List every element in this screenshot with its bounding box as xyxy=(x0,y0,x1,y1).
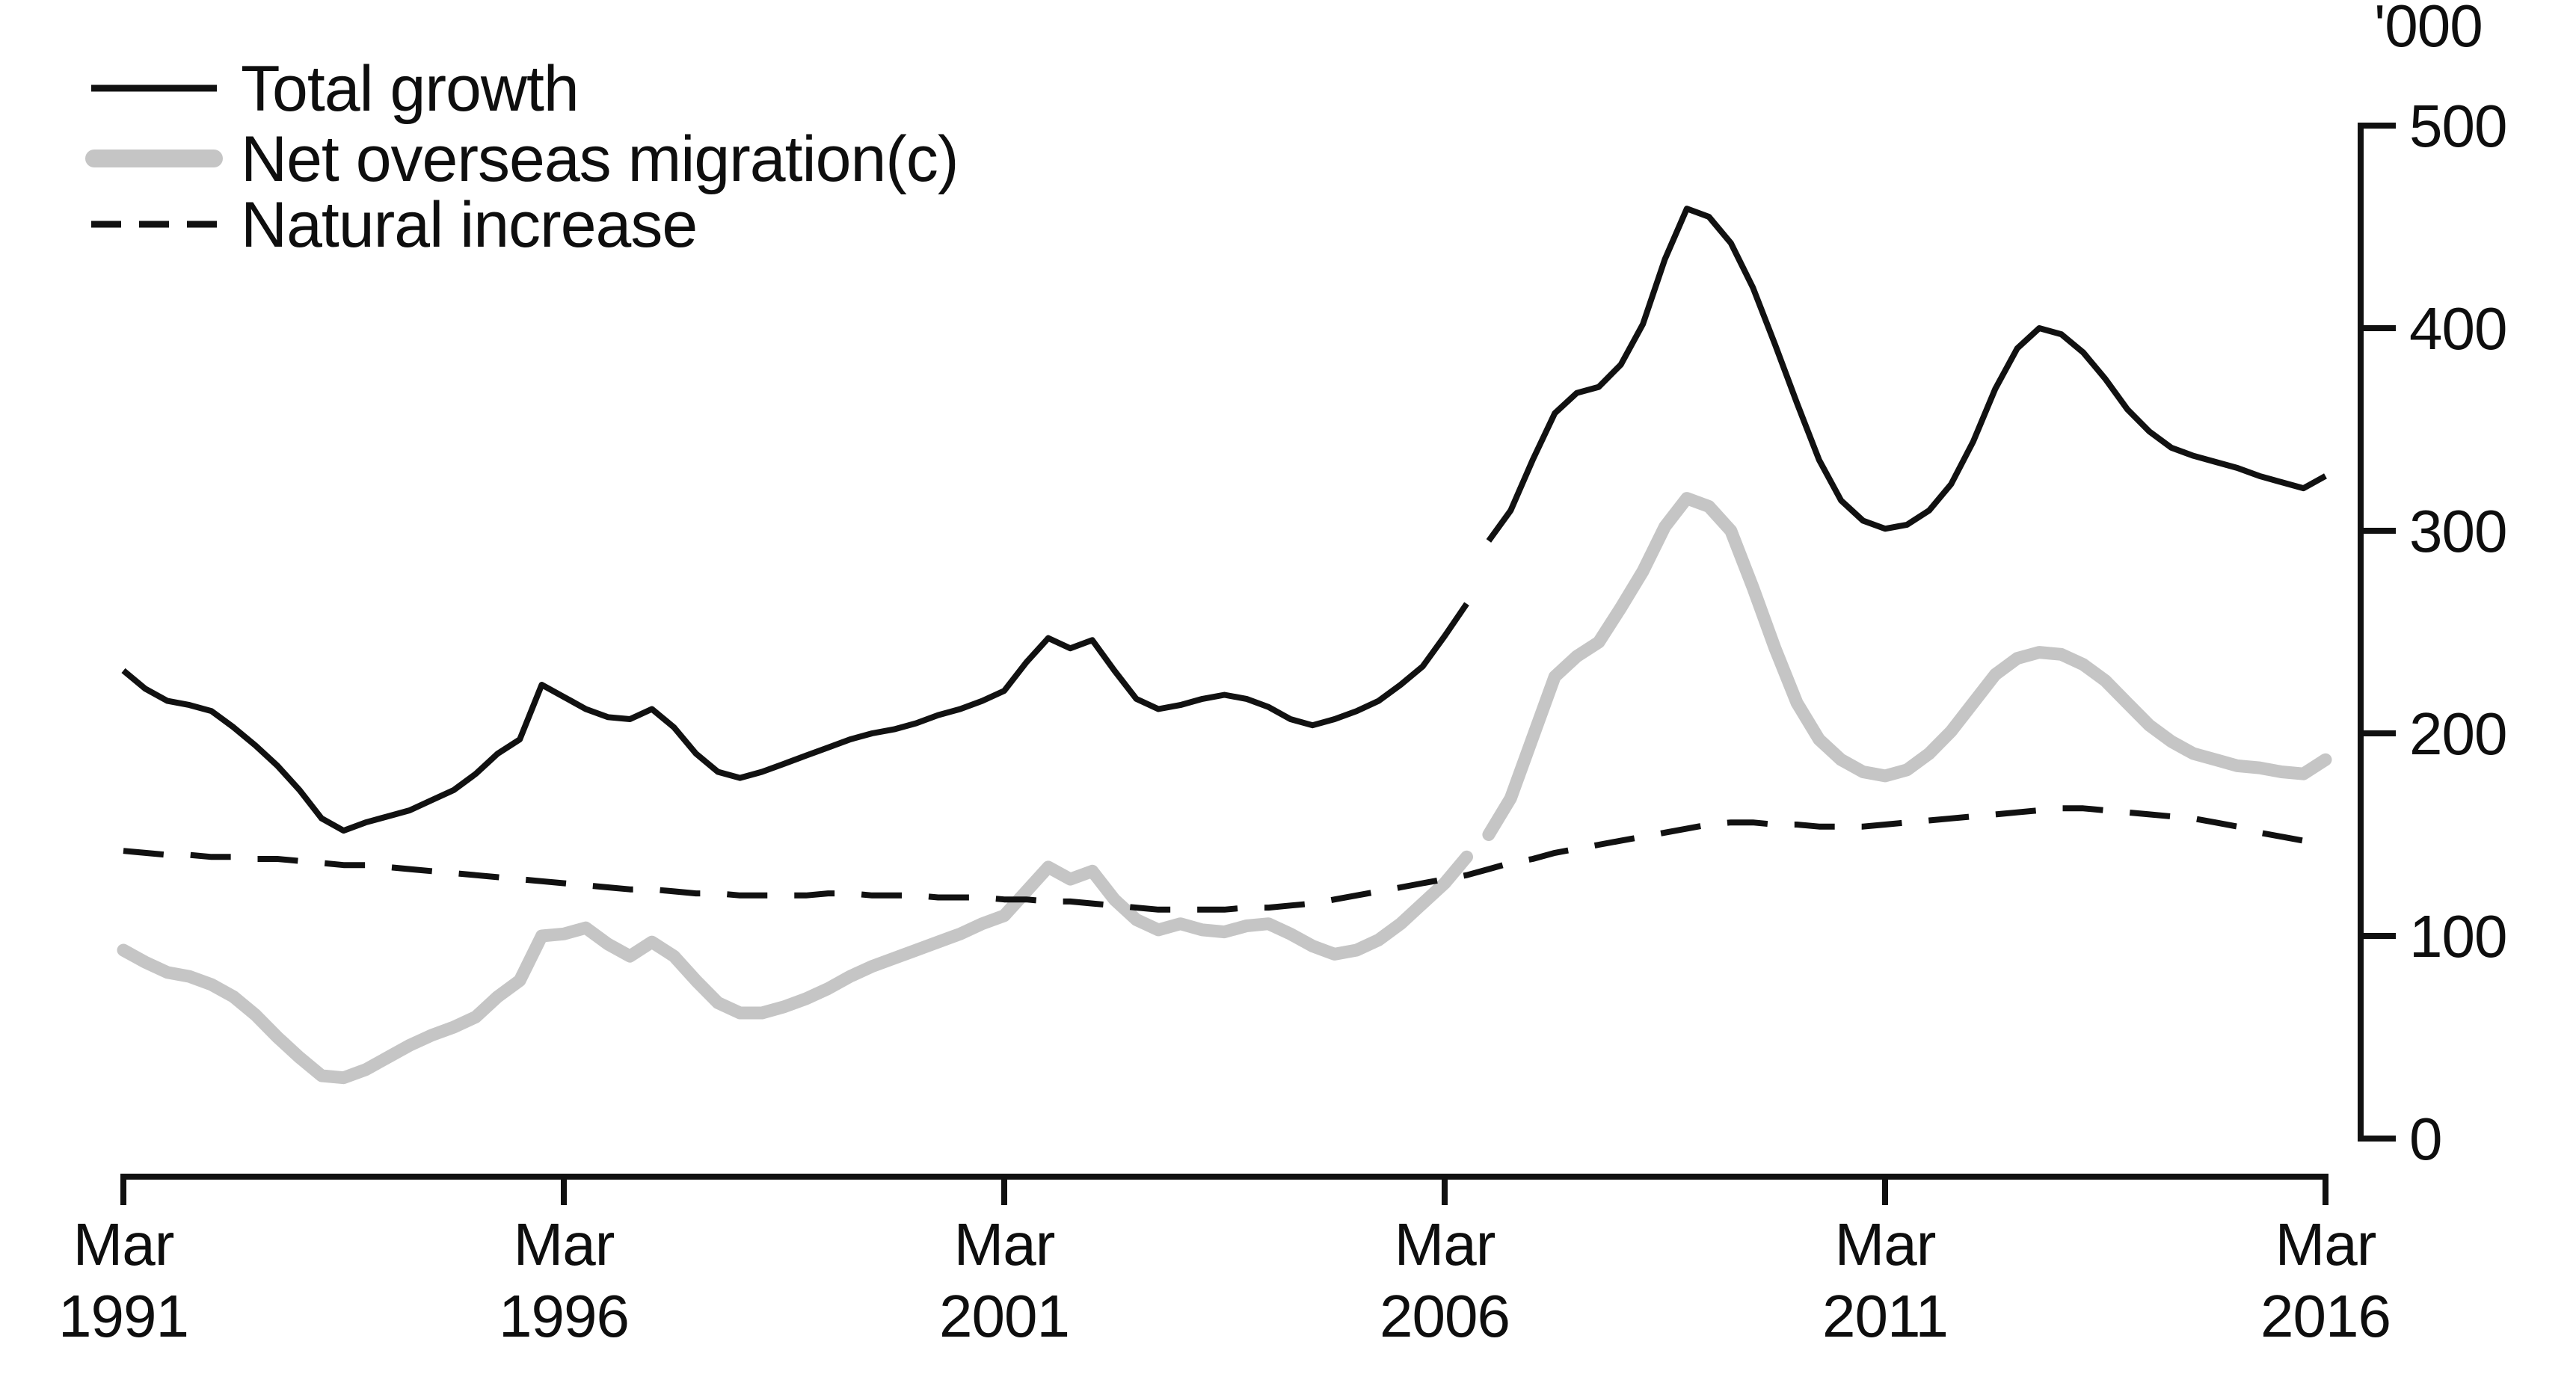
x-axis: Mar1991Mar1996Mar2001Mar2006Mar2011Mar20… xyxy=(58,1174,2391,1349)
y-tick-label-100: 100 xyxy=(2409,903,2506,970)
x-tick-year-1991: 1991 xyxy=(58,1283,188,1349)
y-axis: 0 100 200 300 400 500 xyxy=(2358,93,2507,1172)
net-overseas-migration-c-line-segment-2 xyxy=(1482,492,2332,841)
x-tick-month-2001: Mar xyxy=(954,1211,1055,1278)
legend-item-natural-increase: Natural increase xyxy=(91,189,698,261)
legend-label-total-growth: Total growth xyxy=(241,53,579,125)
x-tick-month-2006: Mar xyxy=(1395,1211,1496,1278)
natural-increase-line xyxy=(123,805,2326,913)
net-overseas-migration-c-line-segment-1 xyxy=(117,850,1473,1085)
x-tick-month-1996: Mar xyxy=(514,1211,615,1278)
y-tick-label-400: 400 xyxy=(2409,295,2506,362)
total-growth-line-segment-2 xyxy=(1486,206,2327,543)
y-tick-label-500: 500 xyxy=(2409,93,2506,159)
x-tick-month-2016: Mar xyxy=(2275,1211,2376,1278)
x-tick-year-2006: 2006 xyxy=(1380,1283,1510,1349)
y-axis-line xyxy=(2358,123,2396,1142)
x-tick-year-1996: 1996 xyxy=(499,1283,629,1349)
x-tick-month-2011: Mar xyxy=(1835,1211,1936,1278)
x-tick-year-2011: 2011 xyxy=(1822,1283,1948,1349)
legend: Total growth Net overseas migration(c) N… xyxy=(85,53,959,261)
legend-item-net-overseas-migration: Net overseas migration(c) xyxy=(85,123,959,195)
y-tick-label-0: 0 xyxy=(2409,1106,2442,1172)
legend-label-net-overseas-migration: Net overseas migration(c) xyxy=(241,123,959,195)
x-tick-year-2016: 2016 xyxy=(2260,1283,2391,1349)
x-tick-month-1991: Mar xyxy=(73,1211,174,1278)
y-tick-label-300: 300 xyxy=(2409,498,2506,564)
legend-item-total-growth: Total growth xyxy=(91,53,580,125)
x-tick-year-2001: 2001 xyxy=(939,1283,1069,1349)
total-growth-line-segment-1 xyxy=(121,602,1469,834)
y-tick-label-200: 200 xyxy=(2409,700,2506,767)
x-axis-line xyxy=(120,1174,2328,1205)
y-axis-unit-label: '000 xyxy=(2374,0,2483,59)
legend-label-natural-increase: Natural increase xyxy=(241,189,697,261)
series-lines xyxy=(117,206,2332,1085)
